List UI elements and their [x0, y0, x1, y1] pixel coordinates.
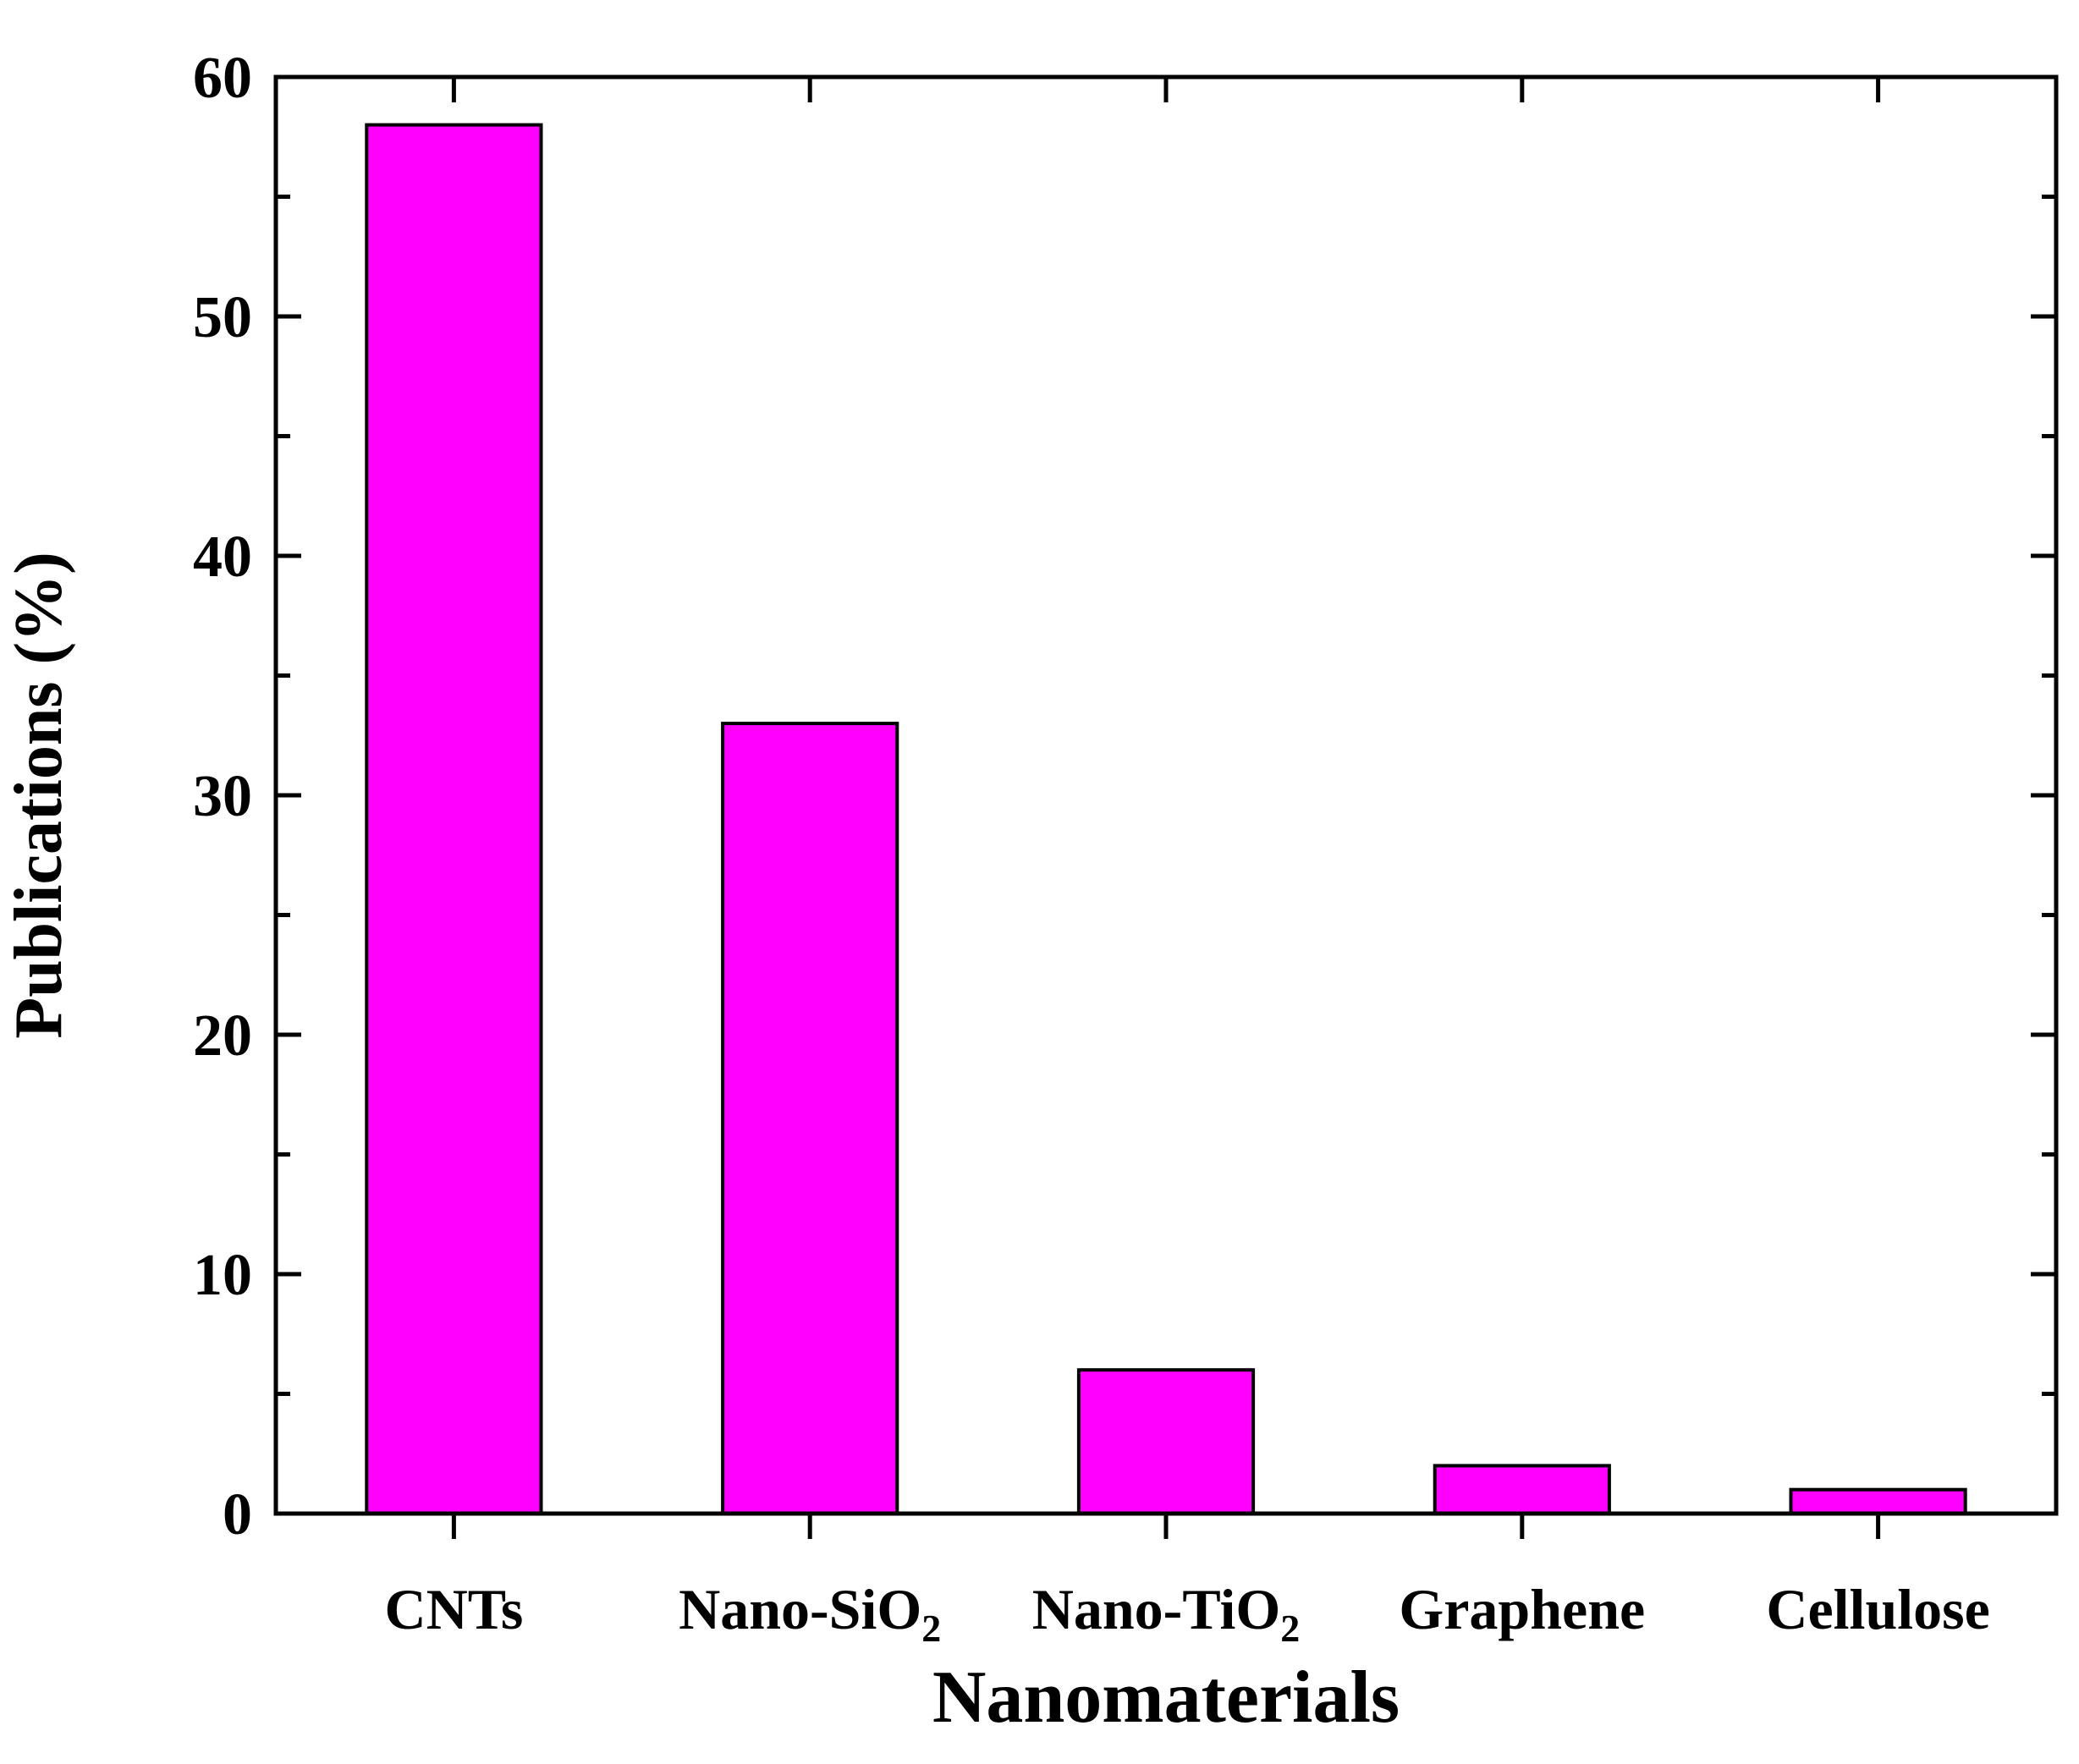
y-tick-label: 10: [193, 1243, 252, 1308]
bar-graphene: [1433, 1464, 1611, 1516]
y-tick-label: 0: [223, 1482, 252, 1547]
bar-cellulose: [1789, 1487, 1967, 1515]
x-tick-label: Cellulose: [1766, 1577, 1989, 1641]
bar-cnts: [365, 123, 543, 1516]
bar-nano-sio-: [721, 722, 899, 1515]
x-tick-label: Nano-SiO2​: [679, 1577, 941, 1650]
y-tick-label: 30: [193, 764, 252, 829]
x-tick-label: CNTs: [385, 1577, 524, 1641]
x-tick-label: Nano-TiO2​: [1032, 1577, 1300, 1650]
x-tick-label: Graphene: [1399, 1577, 1645, 1641]
y-axis-title: Publications (%): [2, 552, 76, 1039]
bar-nano-tio-: [1076, 1368, 1256, 1515]
y-tick-label: 40: [193, 525, 252, 590]
x-axis-title: Nanomaterials: [932, 1657, 1400, 1739]
y-tick-label: 60: [193, 46, 252, 111]
y-tick-label: 50: [193, 285, 252, 350]
y-tick-label: 20: [193, 1003, 252, 1069]
